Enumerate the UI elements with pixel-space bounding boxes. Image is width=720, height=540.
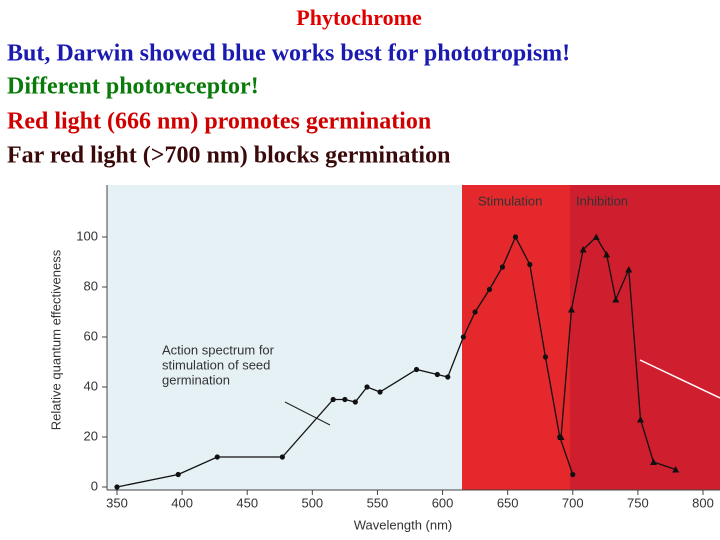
- marker: [377, 389, 383, 395]
- marker: [364, 384, 370, 390]
- marker: [472, 309, 478, 315]
- x-tick-label: 700: [562, 495, 584, 510]
- marker: [279, 454, 285, 460]
- marker: [445, 374, 451, 380]
- marker: [175, 471, 181, 478]
- x-tick-label: 600: [432, 495, 454, 510]
- marker: [612, 296, 620, 303]
- y-tick-label: 60: [84, 328, 98, 343]
- x-tick-label: 350: [106, 495, 128, 510]
- slide-line: But, Darwin showed blue works best for p…: [7, 41, 570, 67]
- y-axis-label: Relative quantum effectiveness: [48, 249, 63, 430]
- marker: [592, 233, 600, 240]
- marker: [413, 366, 420, 373]
- marker: [672, 466, 680, 473]
- marker: [527, 261, 533, 268]
- leader-line: [284, 401, 331, 426]
- slide-title: Phytochrome: [296, 5, 422, 30]
- y-tick-label: 0: [91, 478, 98, 493]
- marker: [557, 433, 565, 440]
- pointer-line: [639, 359, 720, 399]
- slide-line: Different photoreceptor!: [7, 74, 259, 100]
- marker: [114, 484, 120, 490]
- series-label: Stimulation: [478, 193, 542, 208]
- marker: [636, 416, 644, 423]
- x-tick-label: 800: [692, 495, 714, 510]
- marker: [460, 334, 466, 340]
- slide-line: Red light (666 nm) promotes germination: [7, 109, 431, 135]
- slide-line: Far red light (>700 nm) blocks germinati…: [7, 143, 450, 169]
- marker: [352, 399, 358, 405]
- marker: [512, 234, 519, 240]
- far-red-region: [570, 185, 720, 490]
- marker: [499, 264, 506, 270]
- y-tick-label: 100: [76, 228, 98, 243]
- red-region: [462, 185, 570, 490]
- marker: [579, 246, 587, 253]
- series-line: [560, 235, 676, 471]
- y-tick-label: 40: [84, 378, 98, 393]
- annotation: germination: [162, 372, 230, 387]
- series-label: Inhibition: [576, 193, 628, 208]
- marker: [434, 371, 440, 378]
- blue-region: [107, 185, 462, 490]
- marker: [650, 458, 658, 465]
- x-tick-label: 650: [497, 495, 519, 510]
- marker: [330, 396, 336, 403]
- annotation: Action spectrum for: [162, 342, 275, 357]
- x-tick-label: 500: [301, 495, 323, 510]
- marker: [542, 354, 549, 360]
- x-tick-label: 550: [367, 495, 389, 510]
- marker: [214, 454, 220, 460]
- x-tick-label: 400: [171, 495, 193, 510]
- marker: [567, 306, 575, 313]
- y-tick-label: 20: [84, 428, 98, 443]
- marker: [625, 266, 633, 273]
- x-tick-label: 750: [627, 495, 649, 510]
- annotation: stimulation of seed: [162, 357, 270, 372]
- x-tick-label: 450: [236, 495, 258, 510]
- y-tick-label: 80: [84, 278, 98, 293]
- marker: [570, 471, 576, 478]
- marker: [486, 286, 493, 293]
- marker: [603, 251, 611, 258]
- marker: [342, 396, 348, 403]
- x-axis-label: Wavelength (nm): [354, 517, 453, 532]
